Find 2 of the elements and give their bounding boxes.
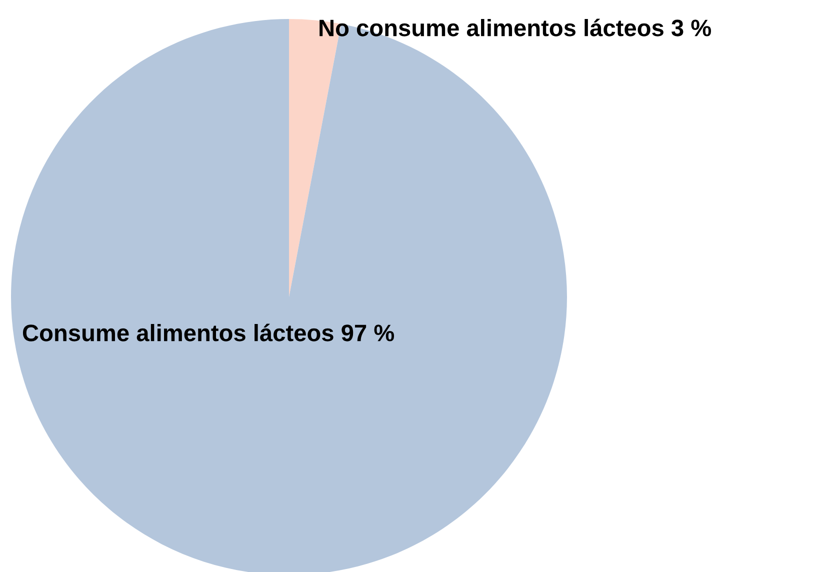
slice-label: Consume alimentos lácteos 97 % bbox=[22, 324, 394, 342]
slice-label: No consume alimentos lácteos 3 % bbox=[320, 18, 712, 36]
